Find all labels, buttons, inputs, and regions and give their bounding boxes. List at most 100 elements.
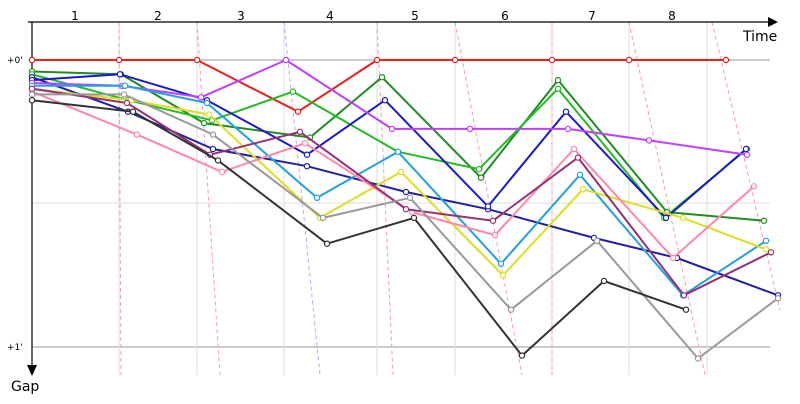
series-12: [28, 96, 690, 359]
data-point: [466, 125, 474, 133]
lap-labels: 1 2 3 4 5 6 7 8: [71, 9, 676, 23]
data-point: [570, 145, 578, 153]
data-point: [378, 73, 386, 81]
lap-label: 8: [668, 9, 676, 23]
pit-stop-line: [376, 21, 394, 376]
data-point: [373, 56, 381, 64]
data-point: [662, 214, 670, 222]
data-point: [123, 99, 131, 107]
data-point: [410, 214, 418, 222]
data-point: [600, 277, 608, 285]
data-point: [121, 82, 129, 90]
data-point: [218, 168, 226, 176]
data-point: [742, 145, 750, 153]
data-point: [682, 306, 690, 313]
pit-stop-line: [454, 21, 523, 376]
series-line: [31, 87, 772, 297]
data-point: [193, 56, 201, 64]
data-point: [484, 203, 492, 210]
lap-label: 7: [588, 9, 596, 23]
data-point: [28, 56, 36, 64]
data-point: [203, 99, 211, 107]
data-point: [303, 151, 311, 158]
series-line: [31, 76, 779, 297]
series-11: [28, 91, 782, 362]
data-point: [499, 272, 507, 279]
lap-label: 5: [411, 9, 419, 23]
series-5: [28, 71, 750, 222]
data-point: [313, 194, 321, 201]
data-point: [209, 145, 217, 153]
x-axis-arrow-icon: [768, 17, 778, 27]
lap-label: 2: [154, 9, 162, 23]
lap-label: 3: [237, 9, 245, 23]
data-point: [576, 171, 584, 178]
data-point: [518, 352, 526, 359]
data-point: [116, 71, 124, 78]
y-tick-label-one: +1': [7, 343, 23, 353]
data-point: [680, 292, 688, 299]
data-point: [129, 108, 137, 115]
pit-stop-line: [118, 21, 122, 376]
data-point: [669, 254, 677, 262]
series-group: [28, 56, 782, 362]
series-line: [31, 59, 748, 156]
data-point: [28, 96, 36, 104]
data-point: [402, 188, 410, 196]
data-point: [625, 56, 633, 64]
data-point: [381, 96, 389, 104]
data-point: [214, 157, 222, 164]
data-point: [28, 85, 36, 92]
series-line: [31, 70, 765, 222]
data-point: [774, 295, 782, 302]
data-point: [762, 246, 770, 253]
data-point: [679, 214, 687, 222]
lap-label: 6: [501, 9, 509, 23]
data-point: [645, 137, 653, 144]
data-point: [397, 168, 405, 176]
x-axis-label: Time: [742, 29, 777, 45]
data-point: [303, 162, 311, 170]
data-point: [294, 108, 302, 115]
data-point: [388, 125, 396, 133]
data-point: [289, 88, 297, 95]
data-point: [574, 154, 582, 161]
lap-label: 1: [71, 9, 79, 23]
data-point: [115, 56, 123, 64]
data-point: [28, 91, 36, 98]
data-point: [548, 56, 556, 64]
data-point: [722, 56, 730, 64]
data-point: [497, 260, 505, 267]
data-point: [694, 355, 702, 362]
data-point: [394, 148, 402, 155]
data-point: [562, 108, 570, 115]
data-point: [554, 85, 562, 92]
data-point: [593, 237, 601, 244]
data-point: [489, 217, 497, 224]
pit-stop-lines: [118, 21, 781, 376]
data-point: [209, 131, 217, 138]
data-point: [205, 111, 213, 118]
data-point: [760, 217, 768, 224]
data-point: [750, 183, 758, 190]
pit-stop-line: [196, 21, 221, 376]
data-point: [296, 128, 304, 135]
data-point: [743, 151, 751, 158]
data-point: [197, 94, 205, 101]
data-point: [406, 194, 414, 201]
lap-label: 4: [326, 9, 334, 23]
data-point: [475, 165, 483, 173]
data-point: [767, 249, 775, 256]
y-tick-label-zero: +0': [7, 56, 23, 66]
data-point: [507, 306, 515, 313]
data-point: [564, 125, 572, 133]
data-point: [323, 240, 331, 247]
axes: Time Gap +0' +1': [7, 17, 778, 395]
series-line: [31, 99, 687, 357]
data-point: [451, 56, 459, 64]
data-point: [301, 139, 309, 147]
series-1: [28, 56, 730, 115]
grid: [32, 22, 770, 375]
series-8: [28, 85, 770, 279]
